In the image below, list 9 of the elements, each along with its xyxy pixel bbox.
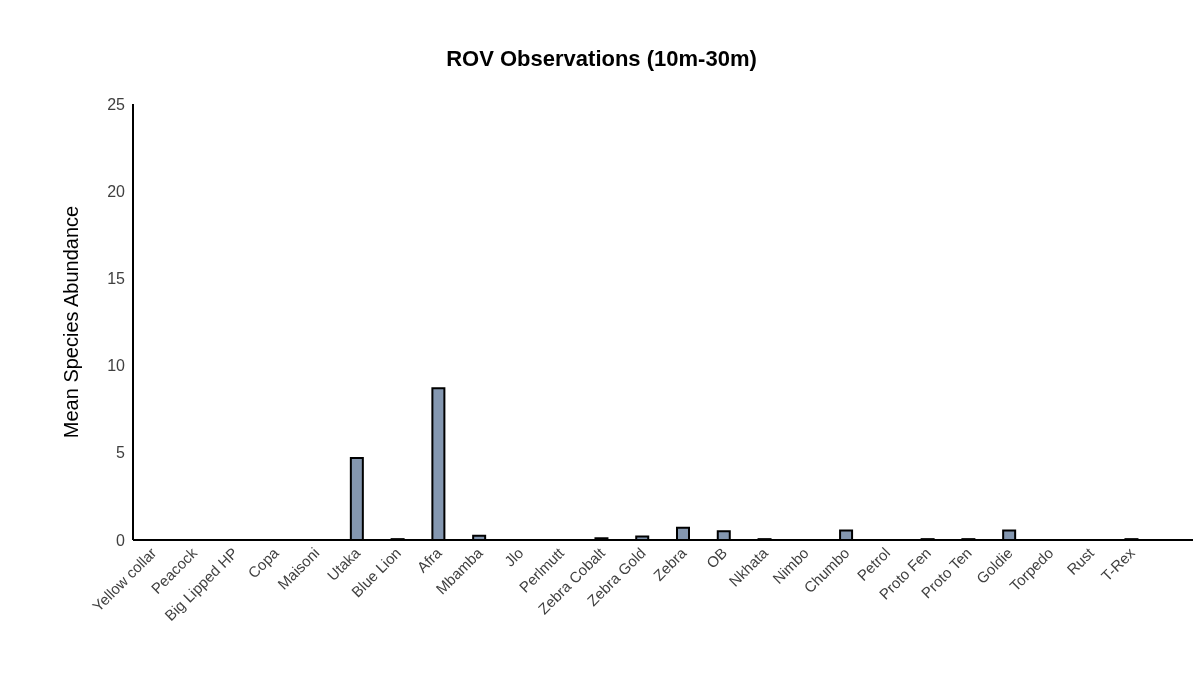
y-tick-label: 0 [116, 531, 126, 549]
y-tick-label: 15 [107, 270, 126, 288]
y-tick-label: 25 [107, 95, 126, 113]
y-axis-title: Mean Species Abundance [60, 205, 83, 439]
y-tick-label: 5 [116, 444, 126, 462]
x-tick-label: OB [702, 544, 731, 572]
y-tick-label: 10 [107, 357, 126, 375]
y-tick-label: 20 [107, 182, 126, 200]
chart-title: ROV Observations (10m-30m) [445, 46, 758, 72]
